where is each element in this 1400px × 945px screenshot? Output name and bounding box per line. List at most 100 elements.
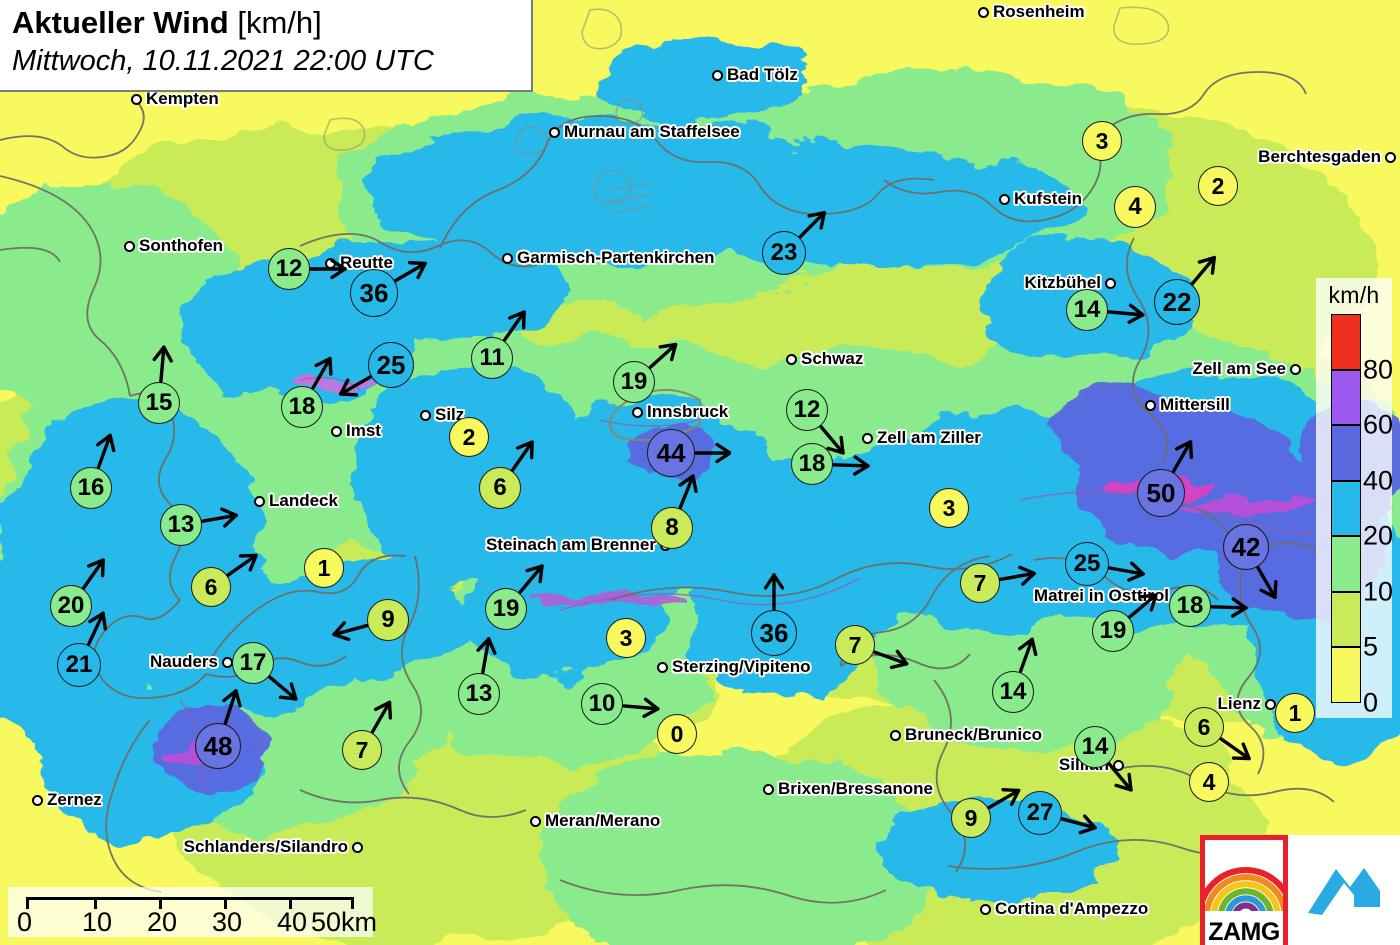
wind-speed-value: 27 — [1018, 791, 1062, 835]
legend-band-20 — [1331, 480, 1361, 537]
wind-speed-value: 19 — [1092, 610, 1134, 652]
wind-station-marker[interactable]: 15 — [99, 343, 219, 463]
city-dot-icon — [254, 495, 265, 507]
city-label: Brixen/Bressanone — [778, 779, 933, 798]
logo-bar: ZAMG — [1200, 835, 1400, 945]
wind-station-marker[interactable]: 7 — [920, 523, 1040, 643]
city-dot-icon — [502, 252, 513, 264]
legend-unit-label: km/h — [1328, 282, 1380, 308]
city-dot-icon — [1105, 277, 1116, 289]
wind-station-marker[interactable]: 7 — [795, 585, 915, 705]
city-label: Sonthofen — [139, 236, 224, 255]
scale-bar-ticks — [26, 897, 354, 909]
wind-station-marker[interactable]: 36 — [314, 233, 434, 353]
wind-station-marker[interactable]: 22 — [1117, 242, 1237, 362]
wind-station-marker[interactable]: 4 — [1075, 147, 1195, 267]
city-dot-icon — [1385, 151, 1396, 163]
wind-station-marker[interactable]: 1 — [264, 508, 384, 628]
legend-colorbar: 80 60 40 20 10 5 0 — [1331, 314, 1393, 716]
color-legend: km/h 80 60 40 20 10 5 0 — [1316, 278, 1393, 718]
wind-speed-value: 44 — [647, 429, 695, 477]
wind-station-marker[interactable]: 8 — [612, 468, 732, 588]
city-marker: Sterzing/Vipiteno — [657, 657, 811, 677]
wind-station-marker[interactable]: 6 — [151, 527, 271, 647]
wind-station-marker[interactable]: 17 — [193, 603, 313, 723]
wind-station-marker[interactable]: 27 — [980, 753, 1100, 873]
wind-station-marker[interactable]: 50 — [1101, 433, 1221, 553]
wind-station-marker[interactable]: 36 — [714, 573, 834, 693]
rainbow-icon — [1205, 847, 1283, 919]
wind-direction-arrow-icon — [1107, 762, 1133, 792]
wind-station-marker[interactable]: 12 — [229, 209, 349, 329]
wind-station-marker[interactable]: 48 — [158, 686, 278, 806]
wind-station-marker[interactable]: 9 — [328, 560, 448, 680]
wind-station-marker[interactable]: 19 — [446, 549, 566, 669]
wind-station-marker[interactable]: 6 — [1144, 667, 1264, 787]
city-marker: Kitzbühel — [1025, 273, 1116, 293]
city-marker: Silz — [420, 405, 464, 425]
wind-station-marker[interactable]: 44 — [611, 393, 731, 513]
wind-station-marker[interactable]: 14 — [953, 632, 1073, 752]
city-marker: Kufstein — [999, 189, 1082, 209]
wind-direction-arrow-icon — [309, 258, 347, 280]
wind-station-marker[interactable]: 42 — [1186, 487, 1306, 607]
wind-direction-arrow-icon — [226, 553, 258, 577]
wind-station-marker[interactable]: 11 — [432, 298, 552, 418]
wind-station-marker[interactable]: 0 — [617, 674, 737, 794]
wind-station-marker[interactable]: 23 — [724, 193, 844, 313]
wind-speed-value: 22 — [1154, 279, 1200, 325]
wind-station-marker[interactable]: 13 — [419, 634, 539, 754]
wind-direction-arrow-icon — [1107, 303, 1145, 324]
city-label: Imst — [346, 421, 381, 440]
wind-station-marker[interactable]: 6 — [440, 428, 560, 548]
scale-label: 0 — [17, 907, 33, 937]
city-marker: Meran/Merano — [530, 811, 660, 831]
wind-station-marker[interactable]: 3 — [566, 578, 686, 698]
wind-station-marker[interactable]: 25 — [331, 305, 451, 425]
city-marker: Cortina d'Ampezzo — [980, 899, 1148, 919]
wind-direction-arrow-icon — [998, 565, 1036, 586]
city-marker: Rosenheim — [978, 2, 1085, 22]
wind-speed-value: 48 — [195, 723, 241, 769]
wind-station-marker[interactable]: 14 — [1035, 687, 1155, 807]
wind-station-marker[interactable]: 14 — [1027, 250, 1147, 370]
wind-speed-value: 10 — [581, 683, 623, 725]
wind-direction-arrow-icon — [832, 455, 870, 476]
wind-station-marker[interactable]: 10 — [542, 644, 662, 764]
city-label: Kempten — [146, 89, 219, 108]
city-label: Zell am Ziller — [877, 428, 981, 447]
wind-station-marker[interactable]: 19 — [1053, 571, 1173, 691]
wind-station-marker[interactable]: 18 — [242, 347, 362, 467]
wind-station-marker[interactable]: 21 — [19, 605, 139, 725]
wind-station-marker[interactable]: 25 — [1027, 504, 1147, 624]
city-dot-icon — [530, 815, 541, 827]
wind-station-marker[interactable]: 12 — [747, 350, 867, 470]
wind-station-marker[interactable]: 3 — [1042, 81, 1162, 201]
wind-station-marker[interactable]: 3 — [889, 448, 1009, 568]
wind-station-marker[interactable]: 2 — [409, 377, 529, 497]
city-label: Schlanders/Silandro — [183, 837, 348, 856]
city-marker: Innsbruck — [632, 402, 728, 422]
wind-station-marker[interactable]: 4 — [1149, 722, 1269, 842]
legend-band-40 — [1331, 425, 1361, 481]
wind-station-marker[interactable]: 18 — [1130, 546, 1250, 666]
wind-station-marker[interactable]: 19 — [574, 322, 694, 442]
wind-station-marker[interactable]: 13 — [121, 465, 241, 585]
wind-direction-arrow-icon — [476, 637, 497, 675]
wind-station-marker[interactable]: 9 — [911, 758, 1031, 878]
wind-station-marker[interactable]: 2 — [1158, 126, 1278, 246]
wind-station-marker[interactable]: 18 — [752, 404, 872, 524]
zamg-wordmark: ZAMG — [1208, 918, 1280, 945]
city-label: Zell am See — [1192, 359, 1286, 378]
wind-speed-value: 14 — [1074, 726, 1116, 768]
wind-station-marker[interactable]: 1 — [1235, 653, 1355, 773]
wind-station-marker[interactable]: 16 — [31, 428, 151, 548]
wind-station-marker[interactable]: 20 — [11, 546, 131, 666]
wind-station-marker[interactable]: 7 — [302, 690, 422, 810]
wind-direction-arrow-icon — [152, 345, 173, 383]
wind-speed-value: 16 — [70, 467, 112, 509]
city-label: Garmisch-Partenkirchen — [517, 248, 715, 267]
page-title: Aktueller Wind [km/h] — [12, 4, 523, 42]
wind-speed-value: 4 — [1189, 762, 1229, 802]
